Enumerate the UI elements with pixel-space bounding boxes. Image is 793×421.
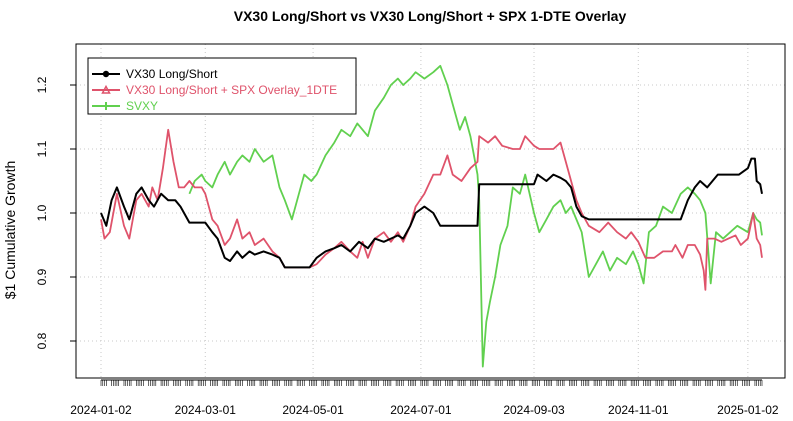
y-tick-label: 0.9 bbox=[35, 268, 49, 285]
series-group bbox=[100, 64, 763, 368]
x-tick-label: 2024-01-02 bbox=[70, 403, 132, 417]
x-tick-label: 2025-01-02 bbox=[717, 403, 779, 417]
x-tick-label: 2024-09-03 bbox=[503, 403, 565, 417]
x-tick-label: 2024-07-01 bbox=[390, 403, 452, 417]
legend-marker-triangle bbox=[101, 84, 111, 94]
legend-label: VX30 Long/Short bbox=[126, 67, 218, 81]
series-line-0 bbox=[100, 157, 763, 269]
series-line-2 bbox=[188, 64, 763, 368]
x-tick-label: 2024-03-01 bbox=[175, 403, 237, 417]
axes: 0.8 0.9 1.0 1.1 1.2 2024-01-02 2024-03-01 2024-… bbox=[35, 76, 779, 417]
y-tick-label: 1.1 bbox=[35, 140, 49, 157]
y-tick-label: 1.2 bbox=[35, 76, 49, 93]
legend: VX30 Long/Short VX30 Long/Short + SPX Ove… bbox=[87, 57, 357, 115]
chart-title: VX30 Long/Short vs VX30 Long/Short + SPX… bbox=[234, 8, 627, 24]
legend-label: VX30 Long/Short + SPX Overlay_1DTE bbox=[126, 83, 337, 97]
y-tick-label: 0.8 bbox=[35, 332, 49, 349]
x-tick-label: 2024-11-01 bbox=[608, 403, 669, 417]
series-line-1 bbox=[100, 128, 763, 291]
y-tick-label: 1.0 bbox=[35, 204, 49, 221]
x-tick-label: 2024-05-01 bbox=[282, 403, 344, 417]
legend-box bbox=[87, 57, 357, 115]
plot-frame bbox=[75, 43, 786, 379]
legend-marker-circle bbox=[102, 70, 110, 78]
legend-label: SVXY bbox=[126, 99, 158, 113]
y-axis-label: $1 Cumulative Growth bbox=[2, 161, 18, 300]
